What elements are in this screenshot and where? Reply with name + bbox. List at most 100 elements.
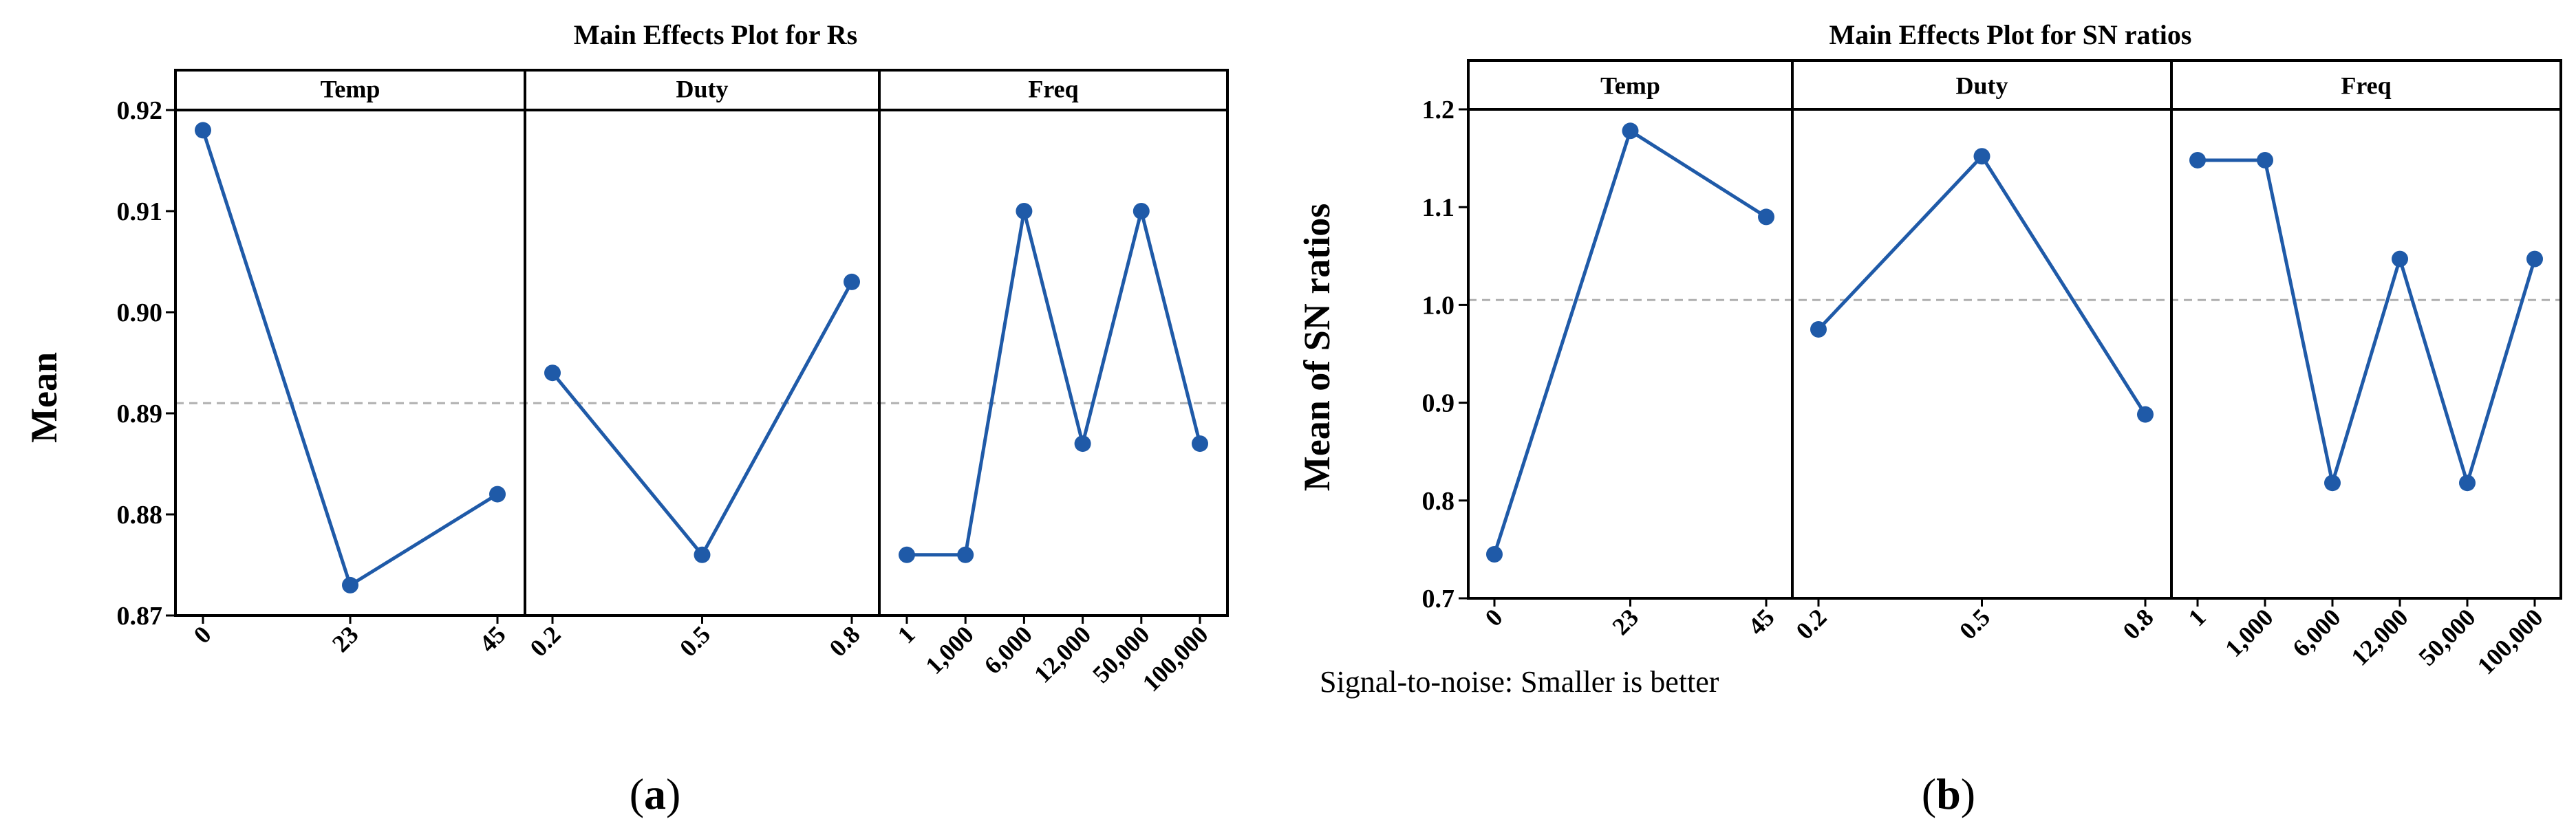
y-tick-label: 0.92 (117, 96, 163, 125)
chart-title: Main Effects Plot for Rs (574, 19, 858, 50)
x-tick-label: 1 (2183, 603, 2211, 631)
y-tick-label: 0.88 (117, 501, 163, 530)
x-tick-label: 1,000 (2220, 603, 2279, 662)
panel-strip-label: Duty (676, 75, 728, 102)
x-tick-label: 12,000 (2346, 603, 2413, 671)
series-line (551, 281, 854, 557)
x-tick-label: 0.2 (1791, 603, 1832, 644)
panel-duty: Duty 0.2 0.5 0.8 (1791, 59, 2173, 644)
series-line (1492, 129, 1768, 555)
y-axis-label: Mean of SN ratios (1296, 204, 1338, 491)
panel-frame (174, 109, 526, 617)
caption-letter: b (1936, 770, 1961, 818)
data-point (957, 546, 974, 563)
y-tick-label: 0.7 (1422, 585, 1455, 613)
data-point (899, 546, 915, 563)
x-tick-label: 0 (189, 620, 217, 649)
data-point (1133, 203, 1150, 219)
x-tick-label: 1,000 (920, 620, 979, 679)
data-point (342, 576, 358, 593)
x-tick-label: 6,000 (978, 620, 1038, 679)
y-tick-label: 0.89 (117, 400, 163, 428)
series-line (2198, 158, 2537, 485)
x-tick-label: 50,000 (2413, 603, 2480, 671)
caption-b: (b) (1922, 770, 1975, 818)
data-point (1016, 203, 1033, 219)
data-point (2324, 475, 2341, 492)
x-tick-label: 23 (327, 620, 364, 657)
y-tick-label: 1.0 (1422, 291, 1455, 320)
series-line (907, 209, 1202, 557)
chart-note: Signal-to-noise: Smaller is better (1320, 665, 1719, 699)
panel-frame (2170, 108, 2562, 600)
series-line (201, 129, 499, 587)
panel-strip (878, 69, 1229, 111)
panel-temp: Temp 0 23 45 (174, 69, 526, 657)
data-point (2459, 475, 2476, 492)
data-point (1758, 208, 1774, 226)
y-axis-ticks: 0.92 0.91 0.90 0.89 0.88 0.87 (117, 96, 175, 631)
data-point (1622, 122, 1639, 140)
y-tick-label: 0.87 (117, 602, 163, 631)
panel-frame (1467, 108, 1794, 600)
x-tick-label: 0.2 (525, 620, 566, 662)
data-point (1486, 546, 1503, 563)
data-point (1074, 435, 1091, 453)
data-point (2392, 250, 2408, 268)
y-tick-label: 0.9 (1422, 389, 1455, 418)
x-tick-label: 0 (1480, 603, 1508, 631)
data-point (2257, 151, 2273, 168)
chart-title: Main Effects Plot for SN ratios (1829, 19, 2192, 50)
data-point (544, 364, 561, 382)
y-tick-label: 1.2 (1422, 96, 1455, 124)
y-tick-label: 0.90 (117, 298, 163, 327)
x-tick-label: 1 (892, 620, 921, 649)
y-axis-ticks: 1.2 1.1 1.0 0.9 0.8 0.7 (1422, 96, 1468, 613)
panel-strip (524, 69, 881, 111)
panel-strip (1791, 59, 2173, 111)
x-tick-label: 12,000 (1029, 620, 1096, 688)
y-tick-label: 1.1 (1422, 193, 1455, 222)
data-point (844, 273, 860, 290)
panel-strip-label: Temp (321, 75, 380, 102)
panel-temp: Temp 0 23 45 (1467, 59, 1794, 640)
panel-strip-label: Freq (1028, 75, 1078, 102)
panel-duty: Duty 0.2 0.5 0.8 (524, 69, 881, 662)
series-line (1817, 154, 2147, 416)
data-point (1192, 435, 1208, 453)
panel-frame (524, 109, 881, 617)
data-point (2189, 151, 2206, 168)
x-tick-label: 100,000 (1137, 620, 1214, 697)
x-tick-label: 0.5 (674, 620, 716, 662)
panel-strip-label: Temp (1600, 72, 1660, 99)
x-tick-label: 23 (1607, 603, 1644, 640)
chart-main-effects-rs: Main Effects Plot for Rs Mean 0.920.910.… (23, 19, 1229, 818)
x-tick-label: 45 (1743, 603, 1780, 640)
x-tick-label: 0.5 (1954, 603, 1995, 644)
data-point (2137, 406, 2154, 423)
x-tick-label: 0.8 (824, 620, 866, 662)
x-tick-label: 6,000 (2287, 603, 2346, 662)
panel-strip-label: Freq (2341, 72, 2391, 99)
y-tick-label: 0.91 (117, 197, 163, 226)
data-point (489, 486, 506, 503)
data-point (1973, 148, 1990, 165)
caption-letter: a (644, 770, 666, 818)
caption-a: (a) (630, 770, 681, 818)
data-point (694, 546, 711, 563)
panel-strip-label: Duty (1955, 72, 2008, 99)
panel-frame (1791, 108, 2173, 600)
x-tick-label: 0.8 (2118, 603, 2159, 644)
y-axis-label: Mean (23, 352, 65, 443)
panel-frame (878, 109, 1229, 617)
data-point (2526, 250, 2543, 268)
chart-main-effects-sn-ratios: Main Effects Plot for SN ratios Mean of … (1296, 19, 2562, 818)
y-tick-label: 0.8 (1422, 487, 1455, 516)
data-point (195, 122, 211, 139)
x-tick-label: 45 (474, 620, 511, 657)
